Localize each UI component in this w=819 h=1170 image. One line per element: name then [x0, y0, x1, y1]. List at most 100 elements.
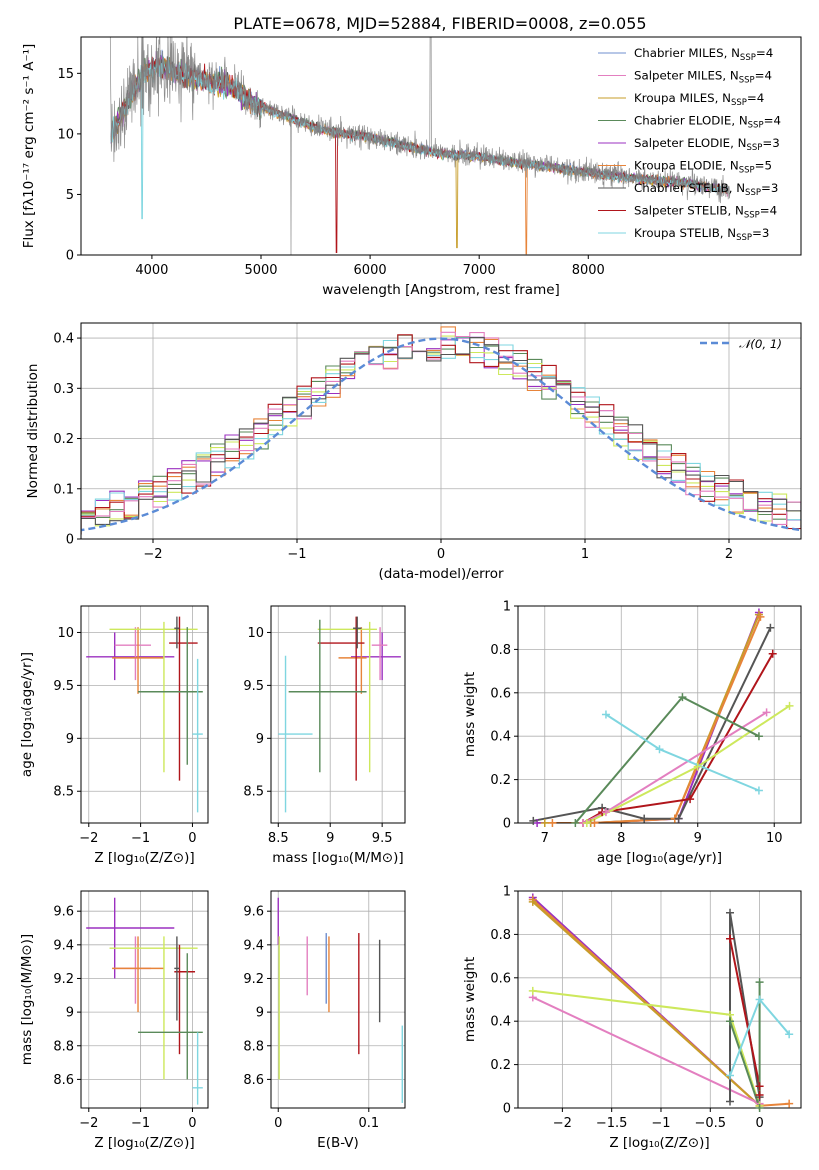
plus-marker [726, 1097, 735, 1106]
y-tick-label: 9.4 [53, 938, 74, 953]
legend-entry: Kroupa ELODIE, NSSP=5 [634, 159, 772, 176]
errorbar-point [192, 658, 203, 813]
errorbar-point [138, 627, 203, 765]
mass-weight-line [582, 653, 774, 823]
plus-marker [678, 693, 687, 702]
panel-age_vs_Z: −2 −1 0 8.5 9 9.5 10 Z [log₁₀(Z/Z⊙)] age [log₁₀(… [19, 605, 209, 866]
y-tick-label: 1 [503, 600, 511, 615]
x-tick-label: −2 [79, 831, 98, 846]
plus-marker [674, 814, 683, 823]
panel-mass_vs_Z: −2 −1 0 8.6 8.8 9 9.2 9.4 9.6 Z [log₁₀(Z/Z⊙)] mass… [19, 890, 209, 1151]
legend-entry: Salpeter MILES, NSSP=4 [634, 69, 772, 86]
plus-marker [590, 819, 599, 827]
errorbar-point [192, 1032, 203, 1105]
x-tick-label: −2 [143, 547, 162, 562]
axes-frame [80, 890, 209, 1109]
gridlines [271, 891, 405, 1108]
legend-entry: 𝒩(0, 1) [739, 337, 782, 351]
panel-age_vs_mass: 8.5 9 9.5 8.5 9 9.5 10 mass [log₁₀(M/M⊙)] [243, 605, 406, 866]
errorbar-point [169, 616, 198, 781]
y-tick-label: 0.8 [490, 643, 511, 658]
mass-weight-line [582, 711, 768, 823]
y-axis-label: mass weight [462, 957, 478, 1042]
plus-marker [726, 934, 735, 943]
mass-weight-line [574, 695, 760, 823]
plus-marker [766, 623, 775, 632]
x-tick-label: −2 [79, 1116, 98, 1131]
y-tick-label: 0.6 [490, 686, 511, 701]
y-tick-label: 10 [57, 626, 74, 641]
x-tick-label: 9 [326, 831, 334, 846]
plus-marker [540, 819, 549, 827]
axes-frame [80, 605, 209, 824]
residual-histogram [81, 337, 801, 535]
panel-mass_weight_vs_age: 7 8 9 10 0 0.2 0.4 0.6 0.8 1 age [log₁₀(age/yr)] ma… [462, 600, 802, 866]
plus-marker [528, 986, 537, 995]
plot-area [86, 897, 203, 1105]
x-tick-label: −1 [287, 547, 306, 562]
y-tick-label: 0.3 [53, 382, 74, 397]
x-tick-label: 5000 [244, 263, 277, 278]
mass-weight-line [605, 713, 760, 792]
y-tick-label: 0.8 [490, 928, 511, 943]
y-tick-label: 0.2 [490, 773, 511, 788]
y-tick-label: 10 [57, 127, 74, 142]
x-tick-label: 8 [617, 831, 625, 846]
x-tick-label: 0 [274, 1116, 282, 1131]
x-tick-label: 10 [766, 831, 783, 846]
observed-spectrum-line [109, 37, 731, 255]
x-tick-label: 0 [188, 831, 196, 846]
x-tick-label: −1.5 [596, 1116, 628, 1131]
legend-entry: Chabrier ELODIE, NSSP=4 [634, 114, 781, 131]
y-axis-label: age [log₁₀(age/yr)] [19, 652, 35, 777]
errorbar-point [86, 897, 175, 979]
plus-marker [582, 819, 591, 827]
errorbar-point [353, 616, 362, 649]
x-tick-label: 0 [755, 1116, 763, 1131]
errorbar-point [371, 627, 388, 681]
plus-marker [528, 897, 537, 906]
errorbar-point [114, 936, 151, 1004]
plus-marker [755, 1104, 764, 1112]
y-tick-label: 9.6 [53, 905, 74, 920]
y-tick-label: 5 [66, 188, 74, 203]
plus-marker [601, 710, 610, 719]
plus-marker [529, 816, 538, 825]
x-tick-label: 2 [725, 547, 733, 562]
y-tick-label: 8.8 [243, 1039, 264, 1054]
x-tick-label: −1 [131, 1116, 150, 1131]
axes-frame [80, 36, 802, 256]
legend-entry: Kroupa MILES, NSSP=4 [634, 91, 764, 108]
x-tick-label: 0.1 [358, 1116, 379, 1131]
x-axis-label: (data-model)/error [378, 566, 504, 582]
figure-title: PLATE=0678, MJD=52884, FIBERID=0008, z=0… [233, 14, 646, 33]
x-tick-label: −0.5 [694, 1116, 726, 1131]
plus-marker [785, 1030, 794, 1039]
errorbar-point [317, 621, 377, 773]
plus-marker [785, 701, 794, 710]
y-axis-label: Normed distribution [25, 364, 41, 499]
x-tick-label: 7000 [463, 263, 496, 278]
errorbar-point [288, 619, 367, 773]
y-axis-label: Flux [fλ10⁻¹⁷ erg cm⁻² s⁻¹ A⁻¹] [21, 44, 37, 249]
legend-entry: Kroupa STELIB, NSSP=3 [634, 226, 769, 243]
errorbar-point [138, 953, 203, 1080]
plot-area [81, 326, 801, 535]
errorbar-point [86, 632, 175, 681]
plus-marker [548, 819, 557, 827]
legend: Chabrier MILES, NSSP=4 Salpeter MILES, NS… [598, 46, 781, 243]
x-tick-label: 0 [188, 1116, 196, 1131]
plus-marker [755, 978, 764, 987]
y-tick-label: 0.4 [490, 730, 511, 745]
y-tick-label: 8.5 [53, 785, 74, 800]
y-axis-label: mass [log₁₀(M/M⊙)] [19, 934, 35, 1065]
gridlines [81, 606, 208, 823]
y-tick-label: 9 [256, 732, 264, 747]
errorbar-point [112, 627, 164, 694]
gridlines [81, 891, 208, 1108]
x-axis-label: age [log₁₀(age/yr)] [597, 850, 722, 866]
y-tick-label: 9 [256, 1006, 264, 1021]
y-tick-label: 0.6 [490, 971, 511, 986]
